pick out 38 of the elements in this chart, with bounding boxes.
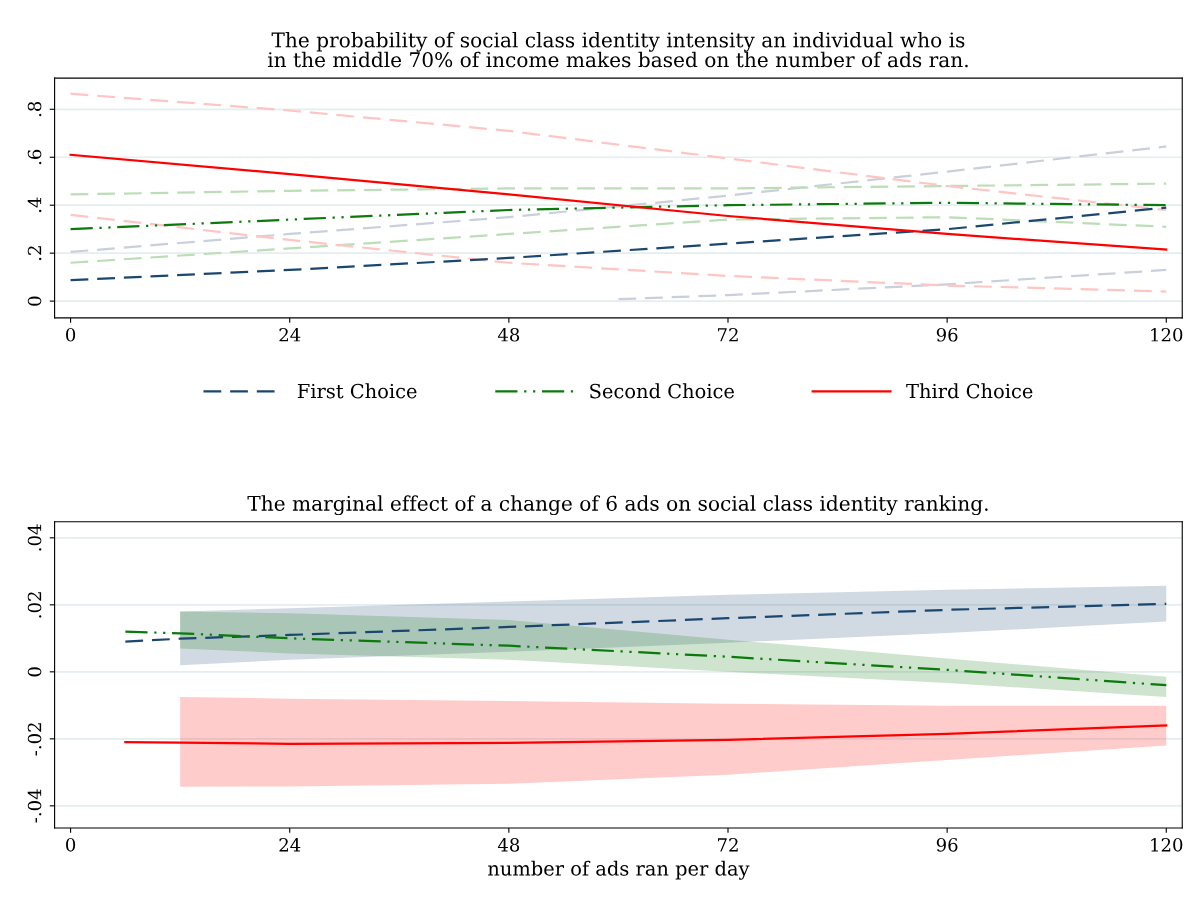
legend-label: Second Choice: [590, 383, 734, 399]
y-tick-label: .6: [27, 149, 42, 165]
line-series: [69, 216, 1168, 264]
y-tick-label: .2: [27, 246, 42, 261]
x-tick-label: 24: [279, 327, 301, 342]
y-tick-label: .04: [27, 524, 42, 551]
x-tick-label: 24: [279, 838, 301, 852]
y-tick-label: -.04: [27, 789, 42, 823]
y-tick-label: .4: [27, 197, 42, 213]
chart-title: The marginal effect of a change of 6 ads on social class identity ranking.: [247, 495, 988, 516]
x-tick-label: 0: [66, 838, 76, 852]
line-series: [124, 630, 1168, 687]
x-tick-label: 96: [936, 327, 958, 342]
x-tick-label: 120: [1151, 838, 1183, 852]
line-series: [124, 724, 1168, 745]
x-tick-label: 0: [66, 327, 76, 342]
line-series: [617, 268, 1168, 301]
x-tick-label: 72: [718, 838, 738, 852]
y-tick-label: .02: [27, 592, 42, 618]
line-series: [124, 602, 1168, 643]
x-axis-title: number of ads ran per day: [488, 860, 750, 880]
line-series: [69, 213, 1168, 293]
line-series: [69, 206, 1168, 282]
legend-label: First Choice: [297, 383, 417, 399]
x-tick-label: 72: [718, 327, 738, 342]
y-tick-label: 0: [27, 296, 42, 306]
line-series: [69, 92, 1168, 212]
chart-title: The probability of social class identity intensity an individual who is in the middle 70% of income makes based on the number of ads ran.: [267, 31, 968, 68]
y-tick-label: .8: [27, 101, 42, 117]
y-tick-label: -.02: [27, 723, 42, 756]
x-tick-label: 120: [1151, 327, 1183, 342]
x-tick-label: 96: [936, 838, 958, 852]
x-tick-label: 48: [497, 838, 520, 852]
legend-label: Third Choice: [906, 383, 1033, 399]
x-tick-label: 48: [497, 327, 520, 342]
line-series: [69, 182, 1168, 196]
line-series: [69, 201, 1168, 231]
y-tick-label: 0: [27, 667, 42, 677]
